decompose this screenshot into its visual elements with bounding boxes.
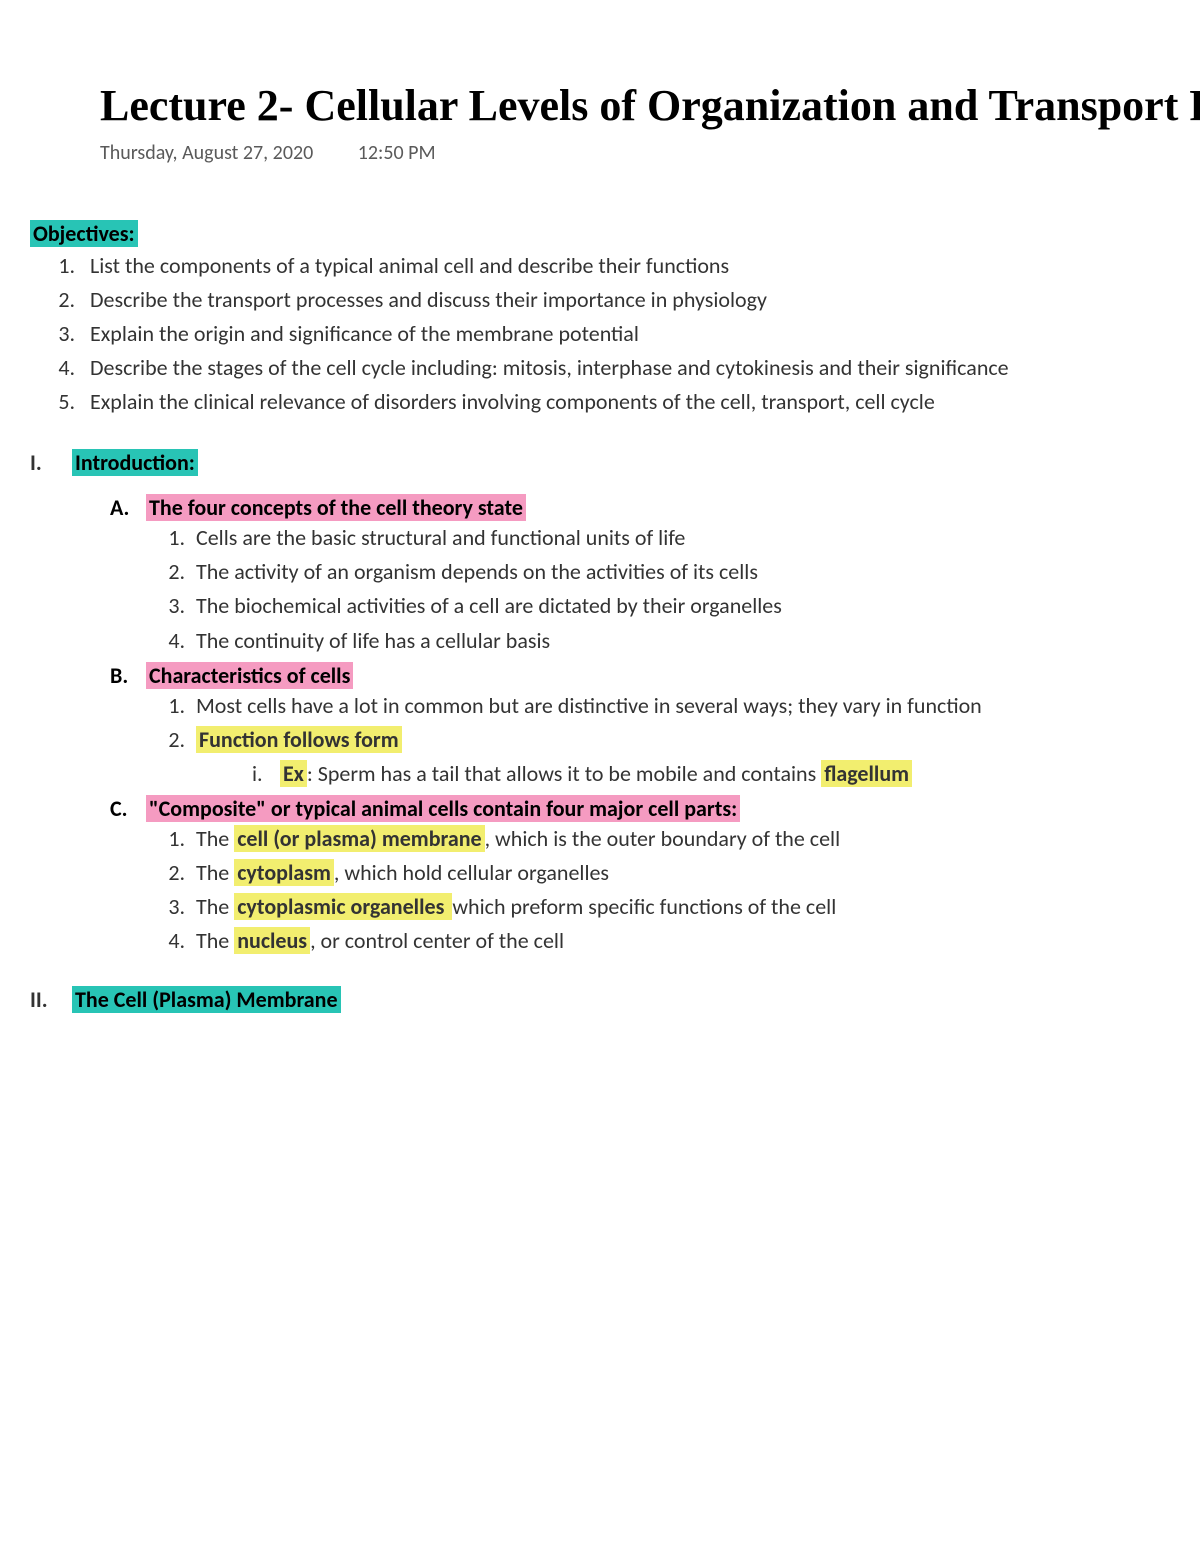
body-text: The [196, 825, 234, 852]
outline-I-B-list: Most cells have a lot in common but are … [190, 689, 1200, 757]
outline-I-B-2-i: i. Ex: Sperm has a tail that allows it t… [252, 757, 1200, 791]
body-text: : Sperm has a tail that allows it to be … [307, 760, 821, 787]
list-item: Most cells have a lot in common but are … [190, 689, 1200, 723]
outline-I-A-heading: The four concepts of the cell theory sta… [146, 494, 526, 521]
objective-item: Explain the origin and significance of t… [80, 317, 1200, 351]
outline-I-A: A. The four concepts of the cell theory … [110, 494, 1200, 521]
page-title: Lecture 2- Cellular Levels of Organizati… [100, 80, 1200, 133]
body-text: , which hold cellular organelles [334, 859, 609, 886]
objectives-section: Objectives: List the components of a typ… [30, 220, 1200, 419]
highlighted-term: cytoplasmic organelles [234, 893, 452, 920]
outline-I-C-list: The cell (or plasma) membrane, which is … [190, 822, 1200, 958]
objectives-list: List the components of a typical animal … [80, 249, 1200, 419]
time-text: 12:50 PM [358, 141, 436, 165]
sub-text: Ex: Sperm has a tail that allows it to b… [280, 757, 912, 791]
objective-item: Describe the transport processes and dis… [80, 283, 1200, 317]
outline-I-A-list: Cells are the basic structural and funct… [190, 521, 1200, 657]
highlighted-term: cell (or plasma) membrane [234, 825, 484, 852]
highlighted-term: nucleus [234, 927, 310, 954]
list-item: Function follows form [190, 723, 1200, 757]
body-text: which preform specific functions of the … [452, 893, 836, 920]
body-text: , or control center of the cell [310, 927, 564, 954]
highlighted-term: Function follows form [196, 726, 402, 753]
outline-I-C-heading: "Composite" or typical animal cells cont… [146, 795, 740, 822]
roman-numeral: II. [30, 986, 72, 1013]
objective-item: Explain the clinical relevance of disord… [80, 385, 1200, 419]
date-time-line: Thursday, August 27, 2020 12:50 PM [100, 141, 1200, 165]
list-item: The activity of an organism depends on t… [190, 555, 1200, 589]
list-item: The cytoplasmic organelles which preform… [190, 890, 1200, 924]
outline-I-B-heading: Characteristics of cells [146, 662, 353, 689]
list-item: The biochemical activities of a cell are… [190, 589, 1200, 623]
highlighted-term: Ex [280, 760, 307, 787]
body-text: The [196, 859, 234, 886]
outline-I-B: B. Characteristics of cells [110, 662, 1200, 689]
highlighted-term: cytoplasm [234, 859, 334, 886]
alpha-letter: A. [110, 494, 146, 521]
outline-I-C: C. "Composite" or typical animal cells c… [110, 795, 1200, 822]
alpha-letter: B. [110, 662, 146, 689]
outline-section: I. Introduction: A. The four concepts of… [30, 449, 1200, 1013]
list-item: The nucleus, or control center of the ce… [190, 924, 1200, 958]
objective-item: List the components of a typical animal … [80, 249, 1200, 283]
body-text: , which is the outer boundary of the cel… [485, 825, 841, 852]
alpha-letter: C. [110, 795, 146, 822]
outline-roman-I: I. Introduction: [30, 449, 1200, 476]
list-item: The continuity of life has a cellular ba… [190, 624, 1200, 658]
date-text: Thursday, August 27, 2020 [100, 141, 313, 165]
body-text: The [196, 893, 234, 920]
outline-I-heading: Introduction: [72, 449, 198, 476]
objective-item: Describe the stages of the cell cycle in… [80, 351, 1200, 385]
sub-roman-label: i. [252, 757, 280, 791]
list-item: The cell (or plasma) membrane, which is … [190, 822, 1200, 856]
list-item: The cytoplasm, which hold cellular organ… [190, 856, 1200, 890]
roman-numeral: I. [30, 449, 72, 476]
objectives-heading: Objectives: [30, 220, 138, 247]
highlighted-term: flagellum [821, 760, 912, 787]
outline-roman-II: II. The Cell (Plasma) Membrane [30, 986, 1200, 1013]
body-text: The [196, 927, 234, 954]
outline-II-heading: The Cell (Plasma) Membrane [72, 986, 341, 1013]
list-item: Cells are the basic structural and funct… [190, 521, 1200, 555]
